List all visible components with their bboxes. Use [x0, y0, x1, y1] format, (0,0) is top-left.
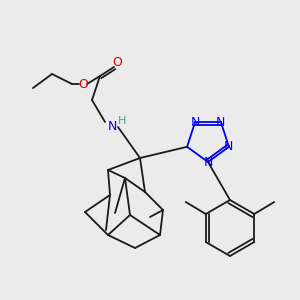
- Text: N: N: [107, 121, 117, 134]
- Text: N: N: [216, 116, 226, 129]
- Text: O: O: [78, 77, 88, 91]
- Text: N: N: [224, 140, 234, 153]
- Text: O: O: [112, 56, 122, 70]
- Text: N: N: [203, 155, 213, 169]
- Text: N: N: [190, 116, 200, 129]
- Text: H: H: [118, 116, 126, 126]
